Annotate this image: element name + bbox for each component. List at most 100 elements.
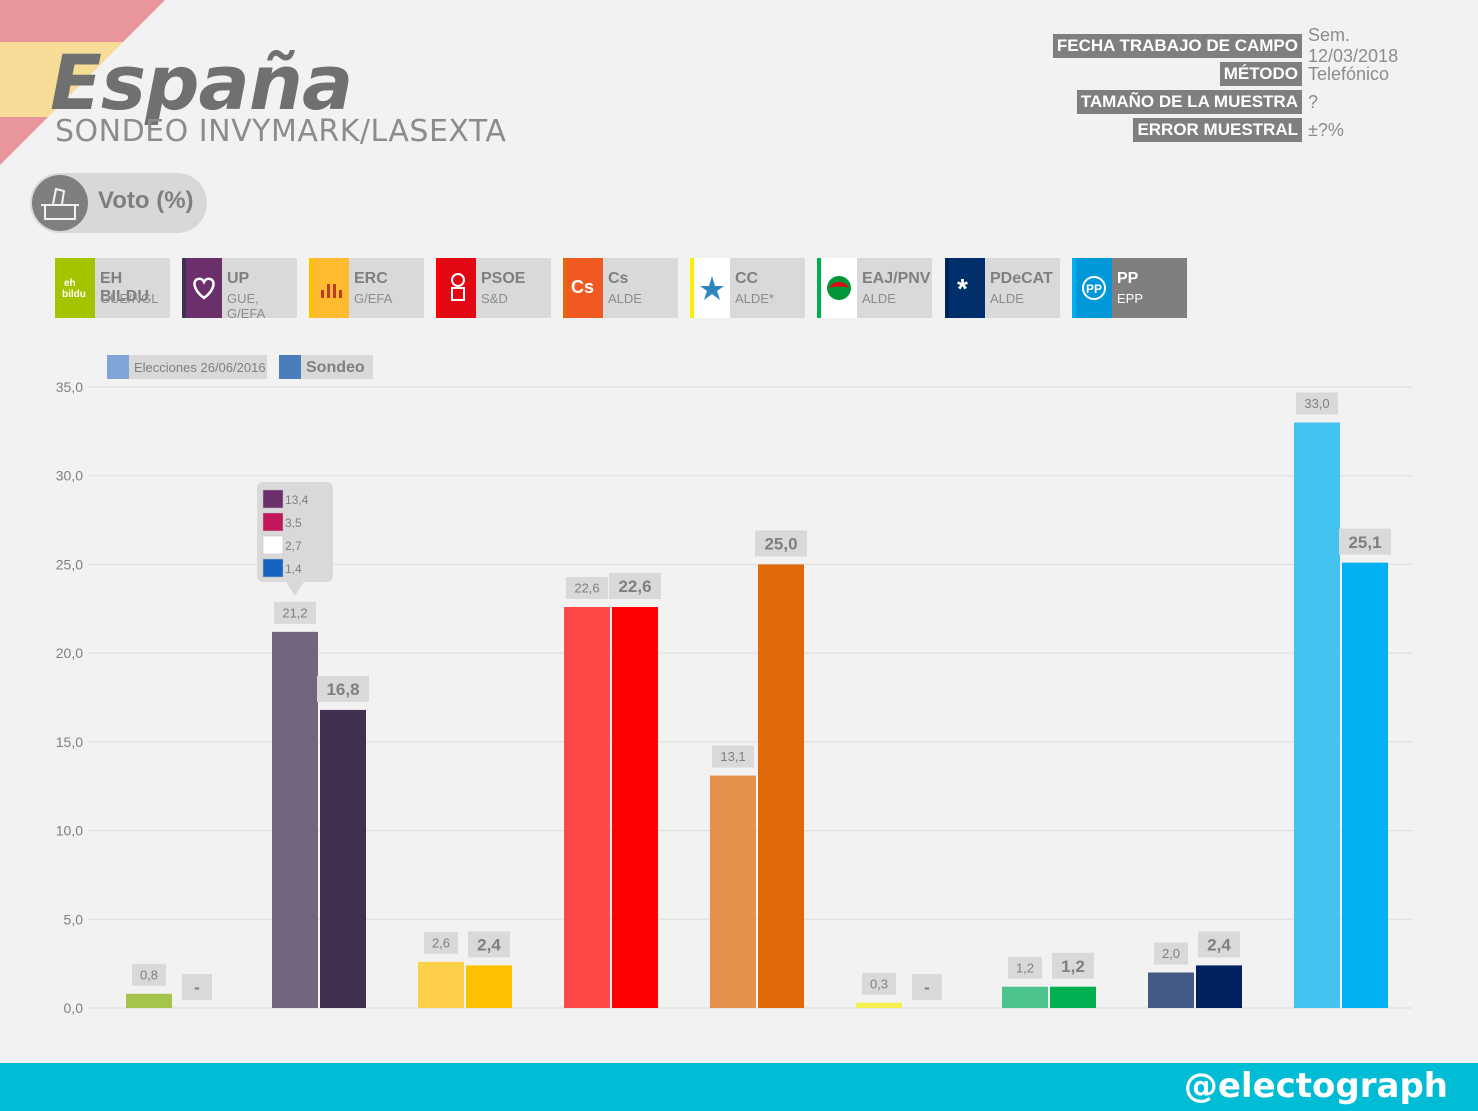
page-title: España xyxy=(50,38,353,127)
metric-pill: Voto (%) xyxy=(30,173,207,233)
meta-row-sample-size: TAMAÑO DE LA MUESTRA ? xyxy=(1053,88,1436,116)
cs-logo-icon: Cs xyxy=(567,258,603,318)
party-color-stripe xyxy=(436,258,440,318)
y-tick-label: 30,0 xyxy=(56,468,83,484)
bar-elections xyxy=(710,775,756,1008)
y-tick-label: 15,0 xyxy=(56,734,83,750)
bar-elections xyxy=(1002,986,1048,1008)
y-axis-ticks: 0,0 5,0 10,0 15,0 20,0 25,0 30,0 35,0 xyxy=(56,379,83,1016)
bar-poll xyxy=(612,607,658,1008)
spain-flag-decoration xyxy=(0,0,165,165)
party-color-stripe xyxy=(55,258,59,318)
bars xyxy=(126,422,1388,1008)
data-label: 2,4 xyxy=(477,936,501,955)
party-color-stripe xyxy=(563,258,567,318)
bar-elections xyxy=(1148,972,1194,1008)
svg-text:bildu: bildu xyxy=(62,289,86,300)
up-heart-logo-icon xyxy=(186,258,222,318)
iu-logo-icon xyxy=(262,512,284,532)
callout-pointer xyxy=(286,582,304,596)
party-group: ALDE* xyxy=(735,291,775,306)
bar-elections xyxy=(564,607,610,1008)
data-label: 2,4 xyxy=(1207,936,1231,955)
bar-elections xyxy=(856,1002,902,1008)
data-label-bg xyxy=(862,972,896,995)
data-label: 13,1 xyxy=(720,749,745,764)
party-name: Cs xyxy=(608,270,629,287)
party-name: EH BILDU xyxy=(100,270,149,305)
meta-key: TAMAÑO DE LA MUESTRA xyxy=(1076,90,1302,114)
compromis-logo-icon xyxy=(262,535,284,555)
party-group: S&D xyxy=(481,291,508,306)
poll-metadata: FECHA TRABAJO DE CAMPO Sem. 12/03/2018 M… xyxy=(1052,25,1436,144)
data-label-bg xyxy=(317,675,369,702)
party-card-pp: PP PP EPP xyxy=(1072,258,1187,318)
meta-row-fieldwork: FECHA TRABAJO DE CAMPO Sem. 12/03/2018 xyxy=(1052,25,1436,66)
data-label: 0,8 xyxy=(140,967,158,982)
bar-elections xyxy=(272,631,318,1008)
data-label-bg xyxy=(182,974,212,1000)
data-label-bg xyxy=(424,931,458,954)
bar-poll xyxy=(466,965,512,1008)
cc-logo-icon xyxy=(694,258,730,318)
party-name: PDeCAT xyxy=(990,270,1053,287)
meta-row-method: MÉTODO Telefónico xyxy=(1053,60,1436,88)
legend-swatch xyxy=(107,355,129,379)
party-card-eh-bildu: eh bildu EH BILDU GUE/NGL xyxy=(55,258,170,318)
party-card-pdecat: * PDeCAT ALDE xyxy=(945,258,1060,318)
up-breakdown-callout: 13,4 3,5 2,7 1,4 xyxy=(257,482,333,596)
data-label: - xyxy=(924,978,930,997)
party-color-stripe xyxy=(945,258,949,318)
party-name: EAJ/PNV xyxy=(862,270,931,287)
legend-swatch xyxy=(279,355,301,379)
data-labels: 0,8 - 21,2 16,8 2,6 2,4 22,6 22,6 13,1 25,0 0,3 - 1,… xyxy=(132,392,1391,1000)
data-label: 21,2 xyxy=(282,606,307,621)
callout-value: 13,4 xyxy=(285,493,309,507)
data-label: 1,2 xyxy=(1016,960,1034,975)
party-card-eaj-pnv: EAJ/PNV ALDE xyxy=(817,258,932,318)
bar-poll xyxy=(758,564,804,1008)
callout-value: 3,5 xyxy=(285,516,302,530)
data-label: 2,0 xyxy=(1162,946,1180,961)
party-color-stripe xyxy=(182,258,186,318)
party-name: UP xyxy=(227,270,250,287)
meta-value: ±?% xyxy=(1308,119,1344,140)
podemos-logo-icon xyxy=(262,489,284,509)
party-card-psoe: PSOE S&D xyxy=(436,258,551,318)
party-name: CC xyxy=(735,270,759,287)
bar-elections xyxy=(1294,422,1340,1008)
data-label-bg xyxy=(1339,528,1391,555)
footer-handle: @electograph xyxy=(1183,1066,1448,1106)
data-label: 33,0 xyxy=(1304,396,1329,411)
metric-label: Voto (%) xyxy=(98,187,194,214)
erc-logo-icon xyxy=(313,258,349,318)
data-label: 25,0 xyxy=(764,535,797,554)
legend-label: Sondeo xyxy=(306,359,365,376)
party-group: GUE/NGL xyxy=(100,291,159,306)
meta-key: FECHA TRABAJO DE CAMPO xyxy=(1052,34,1302,58)
data-label-bg xyxy=(712,745,754,768)
footer-bar: @electograph xyxy=(0,1063,1478,1111)
party-name: ERC xyxy=(354,270,388,287)
pp-logo-icon: PP xyxy=(1076,258,1112,318)
bar-poll xyxy=(320,709,366,1008)
data-label: - xyxy=(194,978,200,997)
party-group: ALDE xyxy=(608,291,642,306)
y-tick-label: 25,0 xyxy=(56,556,83,572)
party-group: EPP xyxy=(1117,291,1144,306)
party-color-stripe xyxy=(1072,258,1076,318)
ballot-box-icon xyxy=(32,175,88,231)
data-label: 25,1 xyxy=(1348,533,1381,552)
svg-text:eh: eh xyxy=(64,278,76,289)
data-label-bg xyxy=(468,931,510,958)
party-name: PP xyxy=(1117,270,1139,287)
party-group: G/EFA xyxy=(354,291,393,306)
meta-value: ? xyxy=(1308,91,1319,112)
svg-text:PP: PP xyxy=(1086,282,1102,296)
svg-text:Cs: Cs xyxy=(571,277,594,297)
eaj-pnv-logo-icon xyxy=(821,258,857,318)
eh-bildu-logo-icon: eh bildu xyxy=(59,258,95,318)
data-label-bg xyxy=(755,530,807,557)
party-name: PSOE xyxy=(481,270,526,287)
meta-value: Sem. 12/03/2018 xyxy=(1308,25,1399,66)
